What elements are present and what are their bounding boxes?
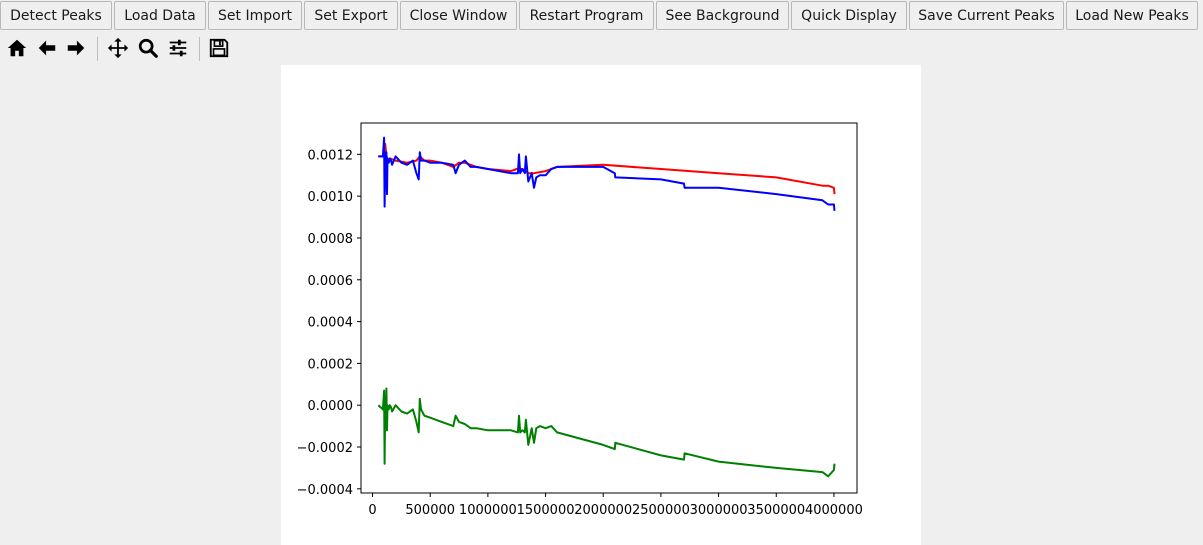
- plot-figure: −0.0004 −0.0002 0.0000 0.0002 0.0004 0.0006 0.…: [281, 65, 921, 545]
- quick-display-button[interactable]: Quick Display: [791, 1, 907, 30]
- x-tick-label: 4000000: [805, 503, 863, 518]
- x-tick-label: 1000000: [459, 503, 517, 518]
- plot-navigation-toolbar: [0, 34, 300, 64]
- x-tick-label: 500000: [405, 503, 455, 518]
- zoom-icon[interactable]: [135, 34, 161, 62]
- set-export-button[interactable]: Set Export: [304, 1, 398, 30]
- close-window-button[interactable]: Close Window: [400, 1, 517, 30]
- load-new-peaks-button[interactable]: Load New Peaks: [1066, 1, 1198, 30]
- set-import-button[interactable]: Set Import: [208, 1, 302, 30]
- save-icon[interactable]: [206, 34, 232, 62]
- x-tick-label: 3000000: [690, 503, 748, 518]
- load-data-button[interactable]: Load Data: [114, 1, 206, 30]
- pan-icon[interactable]: [105, 34, 131, 62]
- restart-program-button[interactable]: Restart Program: [519, 1, 654, 30]
- save-current-peaks-button[interactable]: Save Current Peaks: [909, 1, 1064, 30]
- forward-arrow-icon[interactable]: [63, 34, 89, 62]
- detect-peaks-button[interactable]: Detect Peaks: [0, 1, 112, 30]
- toolbar-separator: [199, 37, 200, 61]
- configure-subplots-icon[interactable]: [165, 34, 191, 62]
- x-tick-label: 2500000: [632, 503, 690, 518]
- y-tick-label: 0.0002: [308, 357, 354, 372]
- x-tick-label: 3500000: [747, 503, 805, 518]
- x-tick-label: 0: [368, 503, 376, 518]
- series-line-2: [377, 387, 836, 478]
- x-tick-label: 2000000: [574, 503, 632, 518]
- y-tick-label: −0.0002: [297, 441, 353, 456]
- line-chart[interactable]: −0.0004 −0.0002 0.0000 0.0002 0.0004 0.0006 0.…: [281, 65, 921, 545]
- y-tick-label: 0.0008: [308, 232, 354, 247]
- axes-frame: [360, 122, 858, 494]
- y-tick-label: 0.0004: [308, 316, 354, 331]
- toolbar-separator: [97, 37, 98, 61]
- y-tick-label: 0.0012: [308, 148, 354, 163]
- y-tick-label: 0.0006: [308, 274, 354, 289]
- y-tick-label: −0.0004: [297, 483, 353, 498]
- y-tick-label: 0.0000: [308, 399, 354, 414]
- series-line-1: [378, 136, 836, 211]
- back-arrow-icon[interactable]: [34, 34, 60, 62]
- see-background-button[interactable]: See Background: [656, 1, 789, 30]
- x-tick-label: 1500000: [517, 503, 575, 518]
- home-icon[interactable]: [4, 34, 30, 62]
- y-tick-label: 0.0010: [308, 190, 354, 205]
- action-button-bar: Detect Peaks Load Data Set Import Set Ex…: [0, 0, 1203, 31]
